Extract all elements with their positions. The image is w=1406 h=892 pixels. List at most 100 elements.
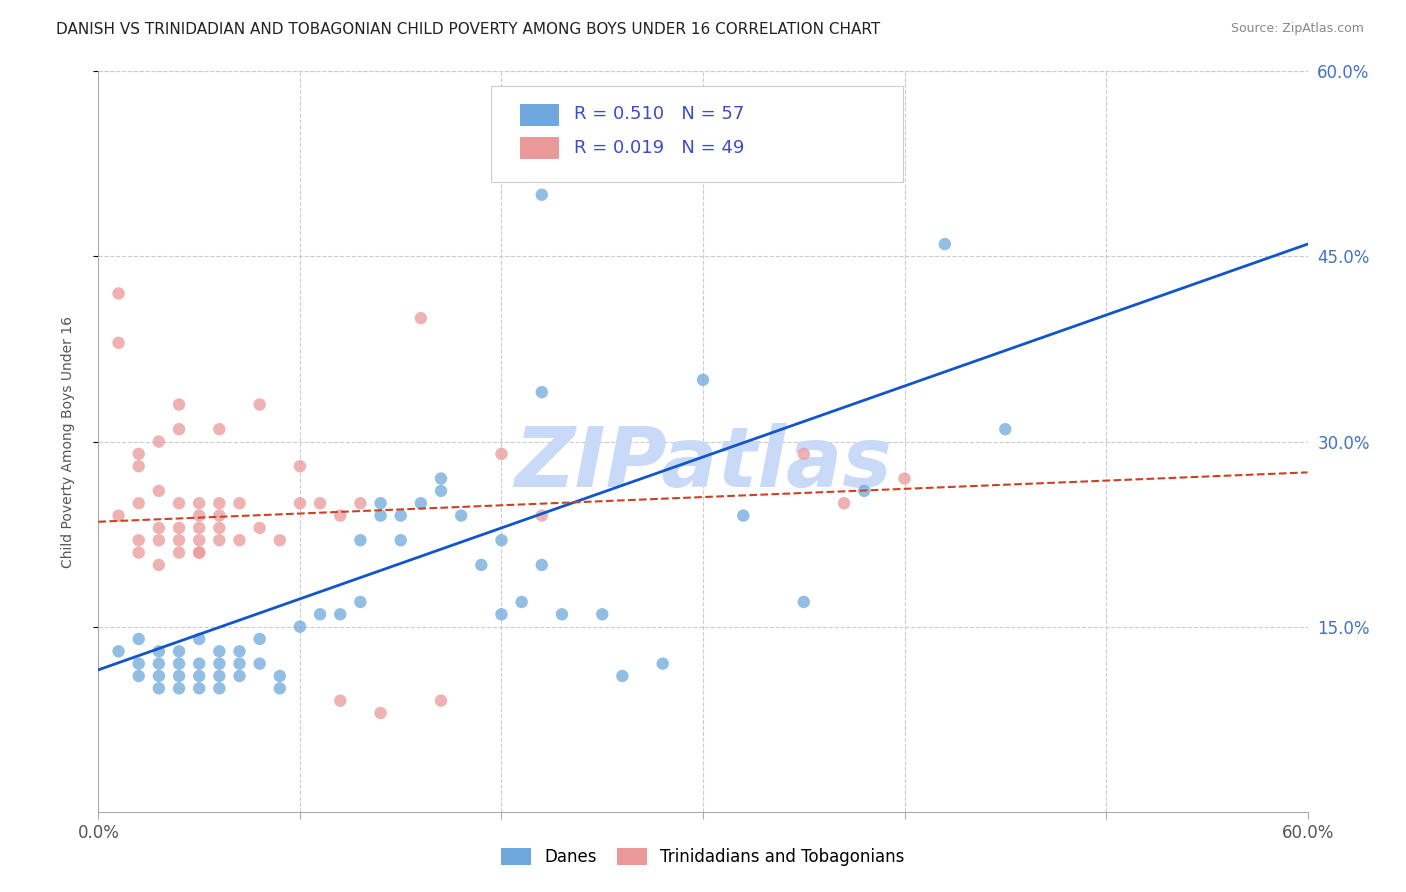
Point [148, 434, 170, 449]
Text: DANISH VS TRINIDADIAN AND TOBAGONIAN CHILD POVERTY AMONG BOYS UNDER 16 CORRELATI: DANISH VS TRINIDADIAN AND TOBAGONIAN CHI… [56, 22, 880, 37]
FancyBboxPatch shape [520, 137, 560, 160]
Point [269, 669, 291, 683]
Point [491, 533, 513, 548]
Text: ZIPatlas: ZIPatlas [515, 423, 891, 504]
Point [128, 459, 150, 474]
Text: R = 0.019   N = 49: R = 0.019 N = 49 [574, 138, 744, 157]
Point [188, 533, 211, 548]
Point [128, 669, 150, 683]
Point [167, 546, 190, 560]
Point [249, 657, 271, 671]
Point [188, 508, 211, 523]
Point [269, 681, 291, 696]
Point [208, 533, 231, 548]
Point [188, 521, 211, 535]
Point [288, 496, 311, 510]
Point [148, 558, 170, 572]
Point [249, 632, 271, 646]
Point [208, 681, 231, 696]
Point [128, 546, 150, 560]
Point [128, 657, 150, 671]
Point [329, 694, 352, 708]
Point [208, 508, 231, 523]
Point [430, 694, 453, 708]
Point [208, 496, 231, 510]
Point [612, 669, 634, 683]
Point [409, 496, 432, 510]
Point [148, 681, 170, 696]
Point [309, 607, 332, 622]
Point [349, 595, 371, 609]
Point [128, 533, 150, 548]
Point [148, 657, 170, 671]
Point [249, 398, 271, 412]
Point [167, 681, 190, 696]
Legend: Danes, Trinidadians and Tobagonians: Danes, Trinidadians and Tobagonians [494, 840, 912, 875]
Point [167, 422, 190, 436]
Point [208, 657, 231, 671]
Point [530, 558, 553, 572]
Point [349, 533, 371, 548]
Point [188, 669, 211, 683]
Point [188, 681, 211, 696]
Point [107, 644, 129, 658]
Point [188, 657, 211, 671]
Point [107, 286, 129, 301]
Point [167, 533, 190, 548]
Text: R = 0.510   N = 57: R = 0.510 N = 57 [574, 105, 744, 123]
Point [853, 483, 876, 498]
Point [430, 471, 453, 485]
Point [148, 669, 170, 683]
Point [409, 311, 432, 326]
Point [491, 447, 513, 461]
Point [128, 447, 150, 461]
Point [370, 508, 392, 523]
Point [832, 496, 855, 510]
FancyBboxPatch shape [520, 104, 560, 126]
Point [228, 657, 250, 671]
Point [370, 496, 392, 510]
Point [329, 508, 352, 523]
Point [228, 644, 250, 658]
Point [208, 422, 231, 436]
Point [208, 521, 231, 535]
Point [148, 533, 170, 548]
Point [470, 558, 492, 572]
Text: Source: ZipAtlas.com: Source: ZipAtlas.com [1230, 22, 1364, 36]
Point [148, 521, 170, 535]
Point [692, 373, 714, 387]
Point [591, 607, 613, 622]
Point [309, 496, 332, 510]
Point [793, 447, 815, 461]
Point [128, 632, 150, 646]
Point [188, 632, 211, 646]
Point [107, 335, 129, 350]
Point [167, 644, 190, 658]
Point [208, 669, 231, 683]
Point [228, 669, 250, 683]
Point [188, 546, 211, 560]
Point [430, 483, 453, 498]
Point [288, 619, 311, 633]
Point [349, 496, 371, 510]
Point [148, 644, 170, 658]
Point [167, 657, 190, 671]
Point [228, 496, 250, 510]
Y-axis label: Child Poverty Among Boys Under 16: Child Poverty Among Boys Under 16 [60, 316, 75, 567]
Point [389, 508, 412, 523]
Point [370, 706, 392, 720]
Point [733, 508, 755, 523]
Point [167, 669, 190, 683]
Point [288, 459, 311, 474]
Point [651, 657, 673, 671]
Point [148, 483, 170, 498]
Point [530, 385, 553, 400]
Point [107, 508, 129, 523]
Point [450, 508, 472, 523]
Point [793, 595, 815, 609]
Point [188, 496, 211, 510]
Point [128, 496, 150, 510]
Point [491, 607, 513, 622]
Point [188, 546, 211, 560]
Point [228, 533, 250, 548]
